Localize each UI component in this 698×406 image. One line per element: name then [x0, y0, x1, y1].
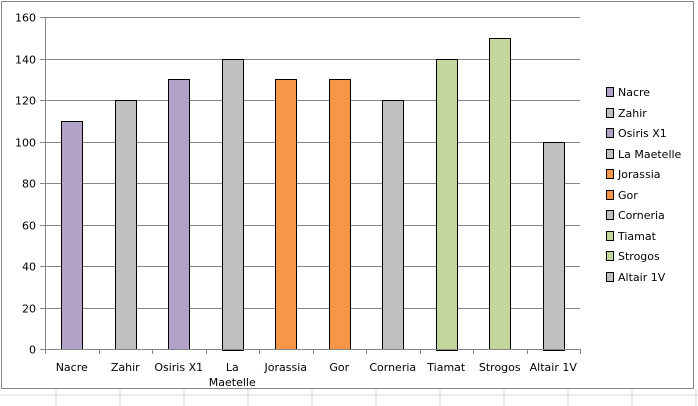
y-tick-label: 140 — [15, 54, 36, 67]
bars — [61, 38, 565, 351]
bar-gor — [329, 79, 351, 350]
legend-label: Altair 1V — [618, 271, 666, 284]
legend-label: Nacre — [618, 86, 650, 99]
legend-label: Tiamat — [617, 230, 657, 243]
y-tick-label: 160 — [15, 12, 36, 25]
legend-label: Gor — [618, 189, 638, 202]
legend-swatch — [606, 149, 614, 159]
x-tick-label: Gor — [329, 361, 349, 374]
x-tick-label: Jorassia — [264, 361, 308, 374]
legend-label: La Maetelle — [618, 148, 682, 161]
y-tick-label: 120 — [15, 95, 36, 108]
x-tick-label: Nacre — [56, 361, 88, 374]
y-tick-label: 0 — [29, 344, 36, 357]
legend-label: Zahir — [618, 107, 647, 120]
y-tick-label: 100 — [15, 137, 36, 150]
x-tick-label: La Maetelle — [209, 361, 256, 389]
y-tick-label: 20 — [22, 303, 36, 316]
x-tick-label: Tiamat — [426, 361, 466, 374]
x-tick-label: Corneria — [369, 361, 416, 374]
x-tick-label: Osiris X1 — [154, 361, 203, 374]
bar-jorassia — [275, 79, 297, 350]
legend: Nacre Zahir Osiris X1 La Maetelle Jorassia Go… — [606, 86, 682, 284]
legend-swatch — [606, 190, 614, 200]
bar-zahir — [115, 100, 137, 350]
y-tick-label: 40 — [22, 261, 36, 274]
y-tick-label: 60 — [22, 220, 36, 233]
x-tick-label: Strogos — [479, 361, 521, 374]
legend-swatch — [606, 251, 614, 261]
bar-tiamat — [436, 59, 458, 351]
bar-la-maetelle — [222, 59, 244, 351]
legend-swatch — [606, 128, 614, 138]
bar-corneria — [382, 100, 404, 350]
legend-label: Osiris X1 — [618, 127, 667, 140]
x-tick-labels: Nacre Zahir Osiris X1 La Maetelle Jorassia Gor… — [56, 361, 578, 389]
legend-label: Corneria — [618, 209, 665, 222]
legend-swatch — [606, 231, 614, 241]
bar-strogos — [489, 38, 511, 350]
legend-label: Strogos — [618, 250, 660, 263]
legend-swatch — [606, 210, 614, 220]
bar-altair-1v — [543, 142, 565, 351]
legend-swatch — [606, 272, 614, 282]
legend-swatch — [606, 169, 614, 179]
legend-swatch — [606, 108, 614, 118]
bar-osiris-x1 — [168, 79, 190, 350]
axes — [45, 17, 581, 354]
x-tick-label: Zahir — [111, 361, 140, 374]
x-tick-label: Altair 1V — [530, 361, 578, 374]
legend-swatch — [606, 87, 614, 97]
legend-label: Jorassia — [617, 168, 661, 181]
y-tick-label: 80 — [22, 178, 36, 191]
bar-nacre — [61, 121, 83, 350]
y-tick-labels: 0 20 40 60 80 100 120 140 160 — [15, 12, 45, 357]
